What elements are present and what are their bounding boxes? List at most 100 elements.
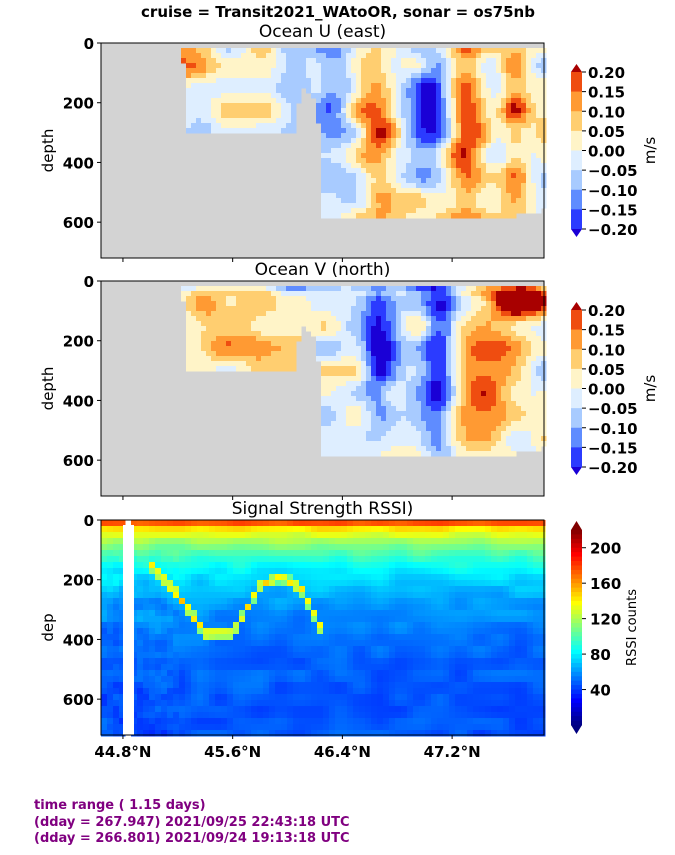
data-cell xyxy=(381,138,387,144)
data-cell xyxy=(257,556,264,563)
data-cell xyxy=(326,193,332,199)
data-cell xyxy=(227,628,234,635)
data-cell xyxy=(441,163,447,169)
data-cell xyxy=(143,628,150,635)
data-cell xyxy=(471,286,477,292)
data-cell xyxy=(351,118,357,124)
data-cell xyxy=(506,411,512,417)
data-cell xyxy=(406,153,412,159)
data-cell xyxy=(356,93,362,99)
data-cell xyxy=(331,386,337,392)
data-cell xyxy=(521,401,527,407)
data-cell xyxy=(351,93,357,99)
data-cell xyxy=(406,451,412,457)
data-cell xyxy=(113,628,120,635)
data-cell xyxy=(431,123,437,129)
data-cell xyxy=(107,574,114,581)
data-cell xyxy=(486,53,492,59)
data-cell xyxy=(481,286,487,292)
data-cell xyxy=(441,431,447,437)
data-cell xyxy=(436,203,442,209)
data-cell xyxy=(466,441,472,447)
data-cell xyxy=(155,604,162,611)
data-cell xyxy=(416,193,422,199)
data-cell xyxy=(486,83,492,89)
data-cell xyxy=(511,108,517,114)
data-cell xyxy=(306,316,312,322)
data-cell xyxy=(381,326,387,332)
data-cell xyxy=(446,178,452,184)
data-cell xyxy=(451,436,457,442)
data-cell xyxy=(209,676,216,683)
data-cell xyxy=(456,148,462,154)
data-cell xyxy=(366,306,372,312)
data-cell xyxy=(185,532,192,539)
data-cell xyxy=(411,436,417,442)
data-cell xyxy=(226,108,232,114)
data-cell xyxy=(446,386,452,392)
data-cell xyxy=(197,598,204,605)
colorbar-tick-label: 0.15 xyxy=(588,322,625,340)
data-cell xyxy=(391,446,397,452)
data-cell xyxy=(486,113,492,119)
data-cell xyxy=(191,598,198,605)
data-cell xyxy=(376,306,382,312)
data-cell xyxy=(197,670,204,677)
data-cell xyxy=(173,622,180,629)
data-cell xyxy=(431,391,437,397)
data-cell xyxy=(271,296,277,302)
data-cell xyxy=(301,321,307,327)
data-cell xyxy=(201,68,207,74)
data-cell xyxy=(441,143,447,149)
data-cell xyxy=(481,103,487,109)
data-cell xyxy=(526,108,532,114)
data-cell xyxy=(155,676,162,683)
data-cell xyxy=(371,183,377,189)
data-cell xyxy=(326,421,332,427)
data-cell xyxy=(173,694,180,701)
data-cell xyxy=(521,103,527,109)
data-cell xyxy=(263,622,270,629)
data-cell xyxy=(516,73,522,79)
data-cell xyxy=(506,301,512,307)
data-cell xyxy=(246,286,252,292)
data-cell xyxy=(366,381,372,387)
data-cell xyxy=(209,598,216,605)
data-cell xyxy=(366,436,372,442)
data-cell xyxy=(301,296,307,302)
data-cell xyxy=(531,128,537,134)
data-cell xyxy=(416,198,422,204)
data-cell xyxy=(196,53,202,59)
data-cell xyxy=(521,153,527,159)
data-cell xyxy=(149,670,156,677)
data-cell xyxy=(155,580,162,587)
data-cell xyxy=(316,336,322,342)
data-cell xyxy=(311,48,317,54)
data-cell xyxy=(381,321,387,327)
data-cell xyxy=(456,113,462,119)
data-cell xyxy=(491,163,497,169)
data-cell xyxy=(426,113,432,119)
data-cell xyxy=(536,173,542,179)
data-cell xyxy=(131,520,138,527)
data-cell xyxy=(261,356,267,362)
data-cell xyxy=(291,73,297,79)
data-cell xyxy=(406,213,412,219)
data-cell xyxy=(526,416,532,422)
data-cell xyxy=(471,68,477,74)
data-cell xyxy=(466,351,472,357)
data-cell xyxy=(436,326,442,332)
data-cell xyxy=(536,396,542,402)
data-cell xyxy=(501,326,507,332)
data-cell xyxy=(476,103,482,109)
data-cell xyxy=(436,148,442,154)
data-cell xyxy=(466,133,472,139)
data-cell xyxy=(336,376,342,382)
data-cell xyxy=(286,73,292,79)
data-cell xyxy=(366,53,372,59)
data-cell xyxy=(391,73,397,79)
data-cell xyxy=(421,153,427,159)
data-cell xyxy=(416,168,422,174)
data-cell xyxy=(119,598,126,605)
data-cell xyxy=(356,158,362,164)
